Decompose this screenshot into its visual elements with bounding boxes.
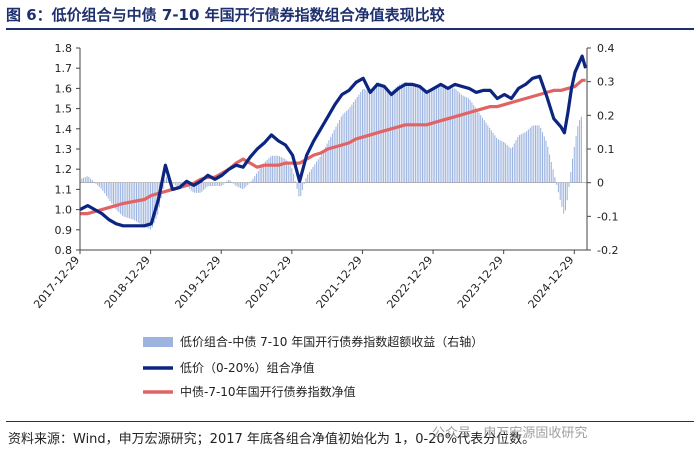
left-axis-tick-label: 1.8 <box>55 42 73 55</box>
legend-label: 低价组合-中债 7-10 年国开行债券指数超额收益（右轴） <box>180 334 483 349</box>
legend: 低价组合-中债 7-10 年国开行债券指数超额收益（右轴） 低价（0-20%）组合… <box>143 334 483 399</box>
excess-return-bars <box>79 82 582 230</box>
left-axis-tick-label: 1.7 <box>55 62 73 75</box>
right-axis-tick-label: -0.1 <box>597 210 618 223</box>
left-axis-tick-label: 0.8 <box>55 244 73 257</box>
right-axis-tick-label: 0.4 <box>597 42 615 55</box>
legend-swatch-excess <box>143 337 173 347</box>
right-axis-tick-label: 0.2 <box>597 109 615 122</box>
chart-area: 0.80.91.01.11.21.31.41.51.61.71.8 -0.2-0… <box>31 42 618 399</box>
right-axis-tick-label: 0.1 <box>597 143 615 156</box>
left-y-axis: 0.8 0.9 1.0 1.1 1.2 1.3 1.4 1.5 1.6 1.7 1.8 <box>55 42 81 257</box>
left-axis-tick-label: 1.2 <box>55 163 73 176</box>
bond-index-nav-line <box>80 78 586 216</box>
right-axis-tick-label: 0.3 <box>597 76 615 89</box>
right-y-axis: -0.2 -0.1 0 0.1 0.2 0.3 0.4 <box>586 42 618 257</box>
left-axis-tick-label: 1.0 <box>55 204 73 217</box>
left-axis-tick-label: 0.9 <box>55 224 73 237</box>
right-axis-tick-label: 0 <box>597 177 604 190</box>
source-note: 资料来源：Wind，申万宏源研究；2017 年底各组合净值初始化为 1，0-20… <box>8 432 536 447</box>
x-axis-tick-label: 2017-12-29 <box>31 254 82 311</box>
x-axis-tick-label: 2020-12-29 <box>243 254 294 311</box>
source-divider <box>6 421 694 422</box>
legend-label: 中债-7-10年国开行债券指数净值 <box>180 384 356 399</box>
x-axis-tick-label: 2021-12-29 <box>314 254 365 311</box>
legend-label: 低价（0-20%）组合净值 <box>180 360 315 375</box>
left-axis-tick-label: 1.4 <box>55 123 73 136</box>
nav-lines <box>79 54 588 228</box>
left-axis-tick-label: 1.3 <box>55 143 73 156</box>
chart-title: 图 6：低价组合与中债 7-10 年国开行债券指数组合净值表现比较 <box>6 6 445 24</box>
left-axis-tick-label: 1.6 <box>55 82 73 95</box>
left-axis-tick-label: 1.1 <box>55 183 73 196</box>
low-price-portfolio-nav-line <box>79 54 588 228</box>
x-axis-tick-label: 2019-12-29 <box>172 254 223 311</box>
x-axis-tick-label: 2018-12-29 <box>102 254 153 311</box>
right-axis-tick-label: -0.2 <box>597 244 618 257</box>
x-axis-tick-label: 2023-12-29 <box>455 254 506 311</box>
x-axis-tick-label: 2022-12-29 <box>384 254 435 311</box>
title-divider <box>6 28 694 30</box>
x-axis: 2017-12-29 2018-12-29 2019-12-29 2020-12-29… <box>31 249 587 311</box>
watermark: 公众号 · 申万宏源固收研究 <box>432 426 588 441</box>
x-axis-tick-label: 2024-12-29 <box>526 254 577 311</box>
left-axis-tick-label: 1.5 <box>55 103 73 116</box>
